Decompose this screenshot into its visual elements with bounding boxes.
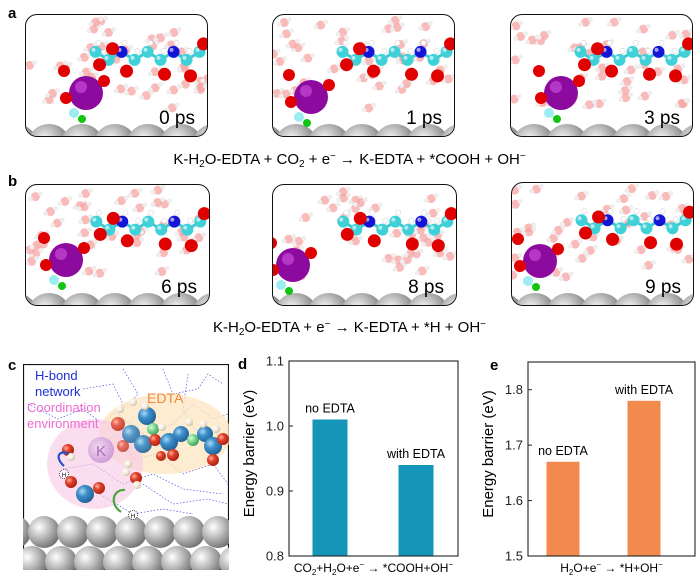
bar-with-edta	[398, 465, 434, 556]
y-tick-label: 0.8	[266, 549, 284, 564]
y-tick-label: 0.9	[266, 484, 284, 499]
snapshot-time: 3 ps	[644, 108, 680, 129]
md-snapshot-image	[511, 16, 692, 136]
eq-text: → K-EDTA + *COOH + OH	[335, 151, 520, 168]
edta-molecule	[111, 398, 229, 468]
eq-sup: −	[330, 151, 336, 162]
catalyst-surface	[23, 516, 229, 570]
panel-e-letter: e	[490, 357, 498, 374]
eq-sub: 2	[299, 159, 305, 170]
eq-sub: 2	[238, 327, 245, 338]
bar-no-edta	[312, 419, 348, 556]
y-tick-label: 1.6	[505, 493, 523, 508]
md-snapshot-image	[26, 185, 209, 305]
proton-transfer-arrow-1	[57, 451, 70, 467]
eq-sup: −	[480, 319, 487, 330]
snapshot-a-0ps: 0 ps	[25, 14, 208, 137]
eq-text: K-H	[212, 319, 239, 336]
axes-frame	[527, 361, 696, 557]
snapshot-time: 0 ps	[159, 108, 195, 129]
panel-a-letter: a	[8, 5, 17, 22]
reaction-equation-b: K-H2O-EDTA + e− → K-EDTA + *H + OH−	[0, 319, 699, 338]
edta-label: EDTA	[147, 390, 184, 406]
y-tick-label: 1.5	[505, 549, 523, 564]
y-tick-label: 1.8	[505, 382, 523, 397]
bar-label: no EDTA	[538, 444, 588, 458]
bar-label: no EDTA	[305, 402, 355, 416]
bar-label: with EDTA	[386, 447, 446, 461]
h-label: H	[131, 514, 135, 520]
eq-text: O-EDTA + e	[244, 319, 325, 336]
schematic-panel-c: K H	[23, 364, 229, 570]
panel-d-letter: d	[238, 356, 247, 373]
bar-label: with EDTA	[614, 383, 674, 397]
coordination-label-line2: environment	[27, 416, 99, 431]
snapshot-b-6ps: 6 ps	[25, 184, 210, 306]
h-atom-marker-2	[128, 510, 138, 520]
snapshot-a-3ps: 3 ps	[510, 14, 693, 137]
y-tick-label: 1.7	[505, 438, 523, 453]
md-snapshot-image	[512, 183, 693, 305]
snapshot-time: 8 ps	[408, 277, 444, 298]
snapshot-time: 1 ps	[406, 108, 442, 129]
snapshot-b-9ps: 9 ps	[511, 182, 694, 306]
y-tick-label: 1.1	[266, 354, 284, 369]
bar-no-edta	[546, 461, 580, 556]
eq-sub: 2	[199, 159, 205, 170]
y-axis-label: Energy barrier (eV)	[241, 390, 258, 518]
md-snapshot-image	[273, 15, 454, 136]
panel-c-letter: c	[8, 357, 17, 374]
md-snapshot-image	[26, 15, 207, 136]
coordination-label-line1: Coordination	[27, 400, 101, 415]
y-tick-label: 1.0	[266, 419, 284, 434]
bar-with-edta	[627, 400, 661, 556]
x-axis-label: CO2+H2O+e− → *COOH+OH−	[294, 560, 454, 577]
eq-sup: −	[519, 151, 526, 162]
hbond-label-line2: network	[35, 384, 81, 399]
eq-text: K-H	[173, 151, 200, 168]
hbond-label-line1: H-bond	[35, 368, 78, 383]
eq-text: O-EDTA + CO	[204, 151, 300, 168]
eq-text: + e	[304, 151, 331, 168]
chart-e: e no EDTA with EDTA 1.5 1.6 1.7 1.8 Energy barr…	[480, 357, 696, 577]
axes-frame	[288, 360, 459, 557]
h-label: H	[62, 473, 66, 479]
snapshot-a-1ps: 1 ps	[272, 14, 455, 137]
h-atom-marker-1	[59, 469, 69, 479]
panel-b-letter: b	[8, 173, 18, 190]
chart-d: d no EDTA with EDTA 0.8 0.9 1.0 1.1 Energy barr…	[238, 354, 459, 577]
reaction-equation-a: K-H2O-EDTA + CO2 + e− → K-EDTA + *COOH +…	[0, 151, 699, 170]
proton-transfer-arrow-2	[112, 488, 126, 513]
x-axis-label: H2O+e− → *H+OH−	[560, 560, 663, 577]
md-snapshot-image	[273, 186, 456, 305]
snapshot-time: 6 ps	[161, 277, 197, 298]
k-ion	[88, 437, 114, 463]
y-axis-label: Energy barrier (eV)	[480, 390, 497, 518]
eq-sup: −	[324, 319, 331, 330]
k-label: K	[96, 443, 106, 460]
snapshot-b-8ps: 8 ps	[272, 184, 457, 306]
snapshot-time: 9 ps	[645, 277, 681, 298]
eq-text: → K-EDTA + *H + OH	[330, 319, 481, 336]
